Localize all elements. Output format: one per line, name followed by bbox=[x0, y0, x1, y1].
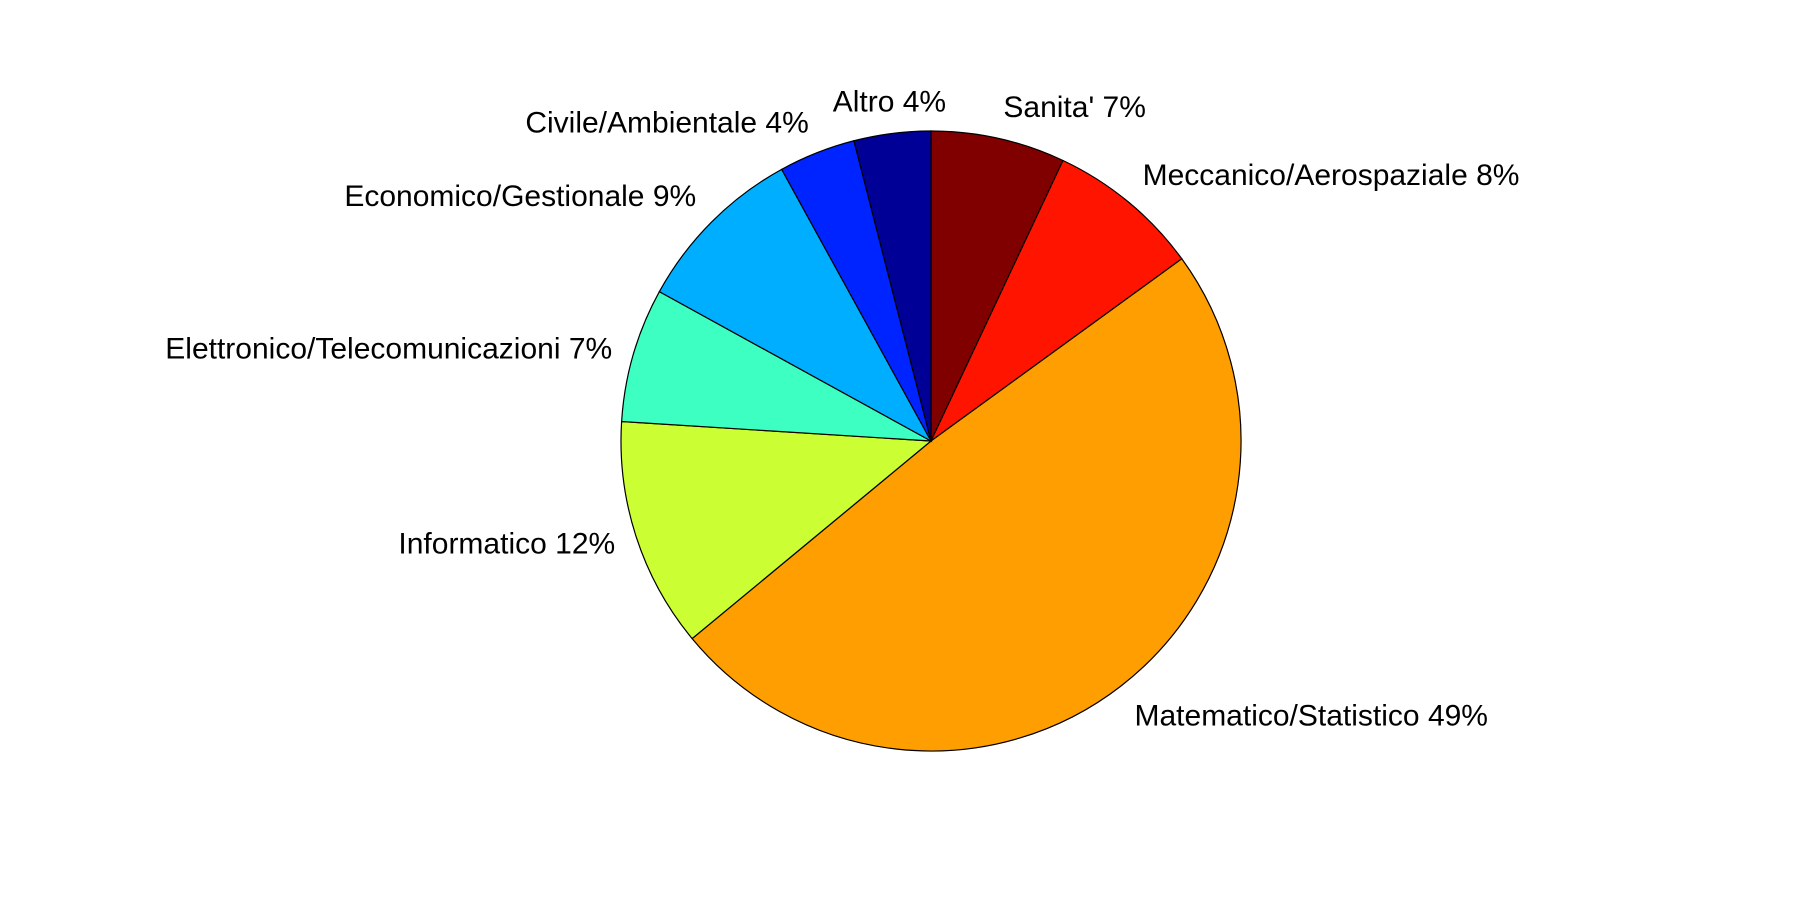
pie-slice bbox=[853, 130, 932, 442]
pie-slice bbox=[620, 290, 932, 442]
pie-slice-label: Sanita' 7% bbox=[1003, 91, 1146, 124]
pie-slice-label: Altro 4% bbox=[833, 86, 946, 119]
pie-slice-label: Economico/Gestionale 9% bbox=[344, 180, 696, 213]
pie-slice-label: Civile/Ambientale 4% bbox=[525, 106, 808, 139]
pie-slice-label: Meccanico/Aerospaziale 8% bbox=[1143, 159, 1520, 192]
pie-slice bbox=[658, 168, 933, 443]
pie-slice-label: Elettronico/Telecomunicazioni 7% bbox=[165, 332, 612, 365]
pie-slice bbox=[691, 257, 1242, 752]
pie-slice bbox=[930, 159, 1183, 442]
pie-labels: Sanita' 7% Meccanico/Aerospaziale 8% Matem… bbox=[165, 86, 1519, 733]
pie-slice-label: Matematico/Statistico 49% bbox=[1135, 699, 1488, 732]
pie-slice-label: Informatico 12% bbox=[398, 528, 615, 561]
pie-slice bbox=[930, 130, 1064, 442]
pie-slice bbox=[620, 420, 933, 640]
pie-slices bbox=[620, 130, 1242, 752]
